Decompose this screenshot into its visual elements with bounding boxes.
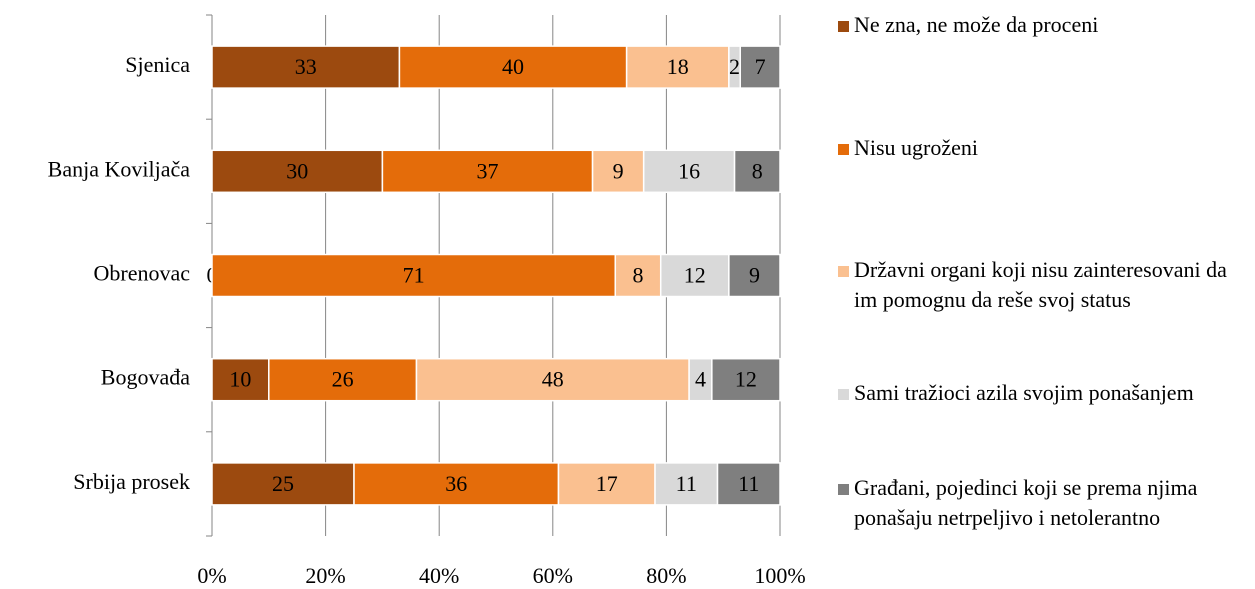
y-tick-label: Srbija prosek xyxy=(73,469,190,494)
legend-label: Državni organi koji nisu zainteresovani … xyxy=(854,257,1227,312)
x-tick-label: 40% xyxy=(419,563,459,588)
legend-label: Ne zna, ne može da proceni xyxy=(854,12,1099,37)
data-label: 17 xyxy=(596,471,618,496)
legend-swatch xyxy=(838,484,849,495)
chart: 0% 20% 40% 60% 80% 100% Sjenica 33 40 18 2 7 Banja K… xyxy=(48,14,806,588)
legend-item: Sami tražioci azila svojim ponašanjem xyxy=(838,378,1248,408)
data-label: 11 xyxy=(738,471,759,496)
data-label: 11 xyxy=(676,471,697,496)
bar-segment xyxy=(739,45,781,89)
data-label: 71 xyxy=(403,263,425,288)
bar-segment xyxy=(614,253,662,298)
data-label: 37 xyxy=(476,158,498,183)
legend-item: Ne zna, ne može da proceni xyxy=(838,10,1248,40)
bar-segment xyxy=(728,253,781,298)
data-label: 12 xyxy=(735,367,757,392)
x-tick-label: 60% xyxy=(533,563,573,588)
data-label: 10 xyxy=(229,367,251,392)
legend-item: Nisu ugroženi xyxy=(838,133,1248,163)
legend-label: Sami tražioci azila svojim ponašanjem xyxy=(854,380,1194,405)
x-tick-label: 80% xyxy=(646,563,686,588)
bar-segment xyxy=(557,462,656,506)
legend-swatch xyxy=(838,266,849,277)
legend-label: Nisu ugroženi xyxy=(854,135,979,160)
data-label: 40 xyxy=(502,54,524,79)
bar-segment xyxy=(716,462,781,506)
legend-swatch xyxy=(838,389,849,400)
legend-swatch xyxy=(838,21,849,32)
x-tick-label: 0% xyxy=(197,563,226,588)
data-label: 9 xyxy=(749,263,760,288)
bar-segment xyxy=(642,149,736,194)
bar-segment xyxy=(711,357,781,402)
data-label: 36 xyxy=(445,471,467,496)
data-label: 48 xyxy=(542,367,564,392)
legend-swatch xyxy=(838,144,849,155)
data-label: 4 xyxy=(695,367,706,392)
x-tick-label: 100% xyxy=(754,563,805,588)
bar-segment xyxy=(353,462,560,506)
bar-segment xyxy=(398,45,628,89)
bar-segment xyxy=(654,462,719,506)
bar-segment xyxy=(381,149,594,194)
bar-segment xyxy=(211,462,355,506)
data-label: 9 xyxy=(613,158,624,183)
data-label: 30 xyxy=(286,158,308,183)
bar-segment xyxy=(625,45,730,89)
bar-segment xyxy=(659,253,730,298)
y-tick-label: Banja Koviljača xyxy=(48,156,191,181)
legend-label: Građani, pojedinci koji se prema njima p… xyxy=(854,475,1198,530)
data-label: 8 xyxy=(633,263,644,288)
bar-segment xyxy=(211,149,384,194)
bar-segment xyxy=(591,149,645,194)
data-label: 26 xyxy=(332,367,354,392)
legend-item: Građani, pojedinci koji se prema njima p… xyxy=(838,473,1248,533)
data-label: 16 xyxy=(678,158,700,183)
y-tick-label: Sjenica xyxy=(125,52,190,77)
bar-segment xyxy=(733,149,781,194)
data-label: 12 xyxy=(684,263,706,288)
data-label: 33 xyxy=(295,54,317,79)
y-tick-label: Obrenovac xyxy=(93,261,190,286)
x-tick-label: 20% xyxy=(305,563,345,588)
y-tick-label: Bogovađa xyxy=(101,365,190,390)
data-label: 18 xyxy=(667,54,689,79)
data-label: 8 xyxy=(752,158,763,183)
data-label: 2 xyxy=(729,54,740,79)
data-label: 7 xyxy=(755,54,766,79)
bar-segment xyxy=(211,357,270,402)
legend-item: Državni organi koji nisu zainteresovani … xyxy=(838,255,1248,315)
data-label: 25 xyxy=(272,471,294,496)
